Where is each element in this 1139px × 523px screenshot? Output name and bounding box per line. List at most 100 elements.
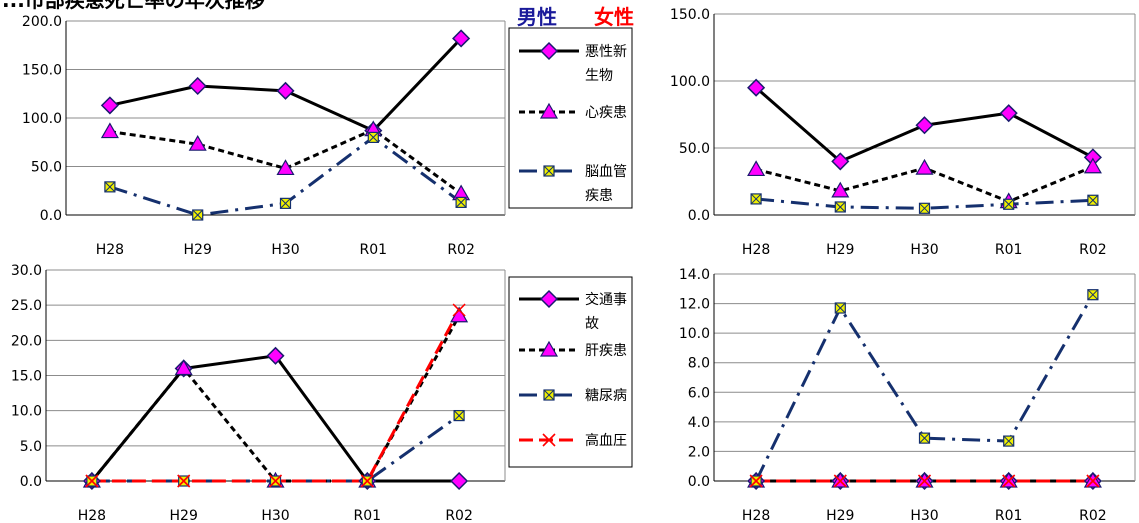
x-tick-label: H28 [78, 508, 106, 523]
y-tick-label: 100.0 [670, 74, 710, 90]
x-tick-label: H30 [271, 242, 299, 258]
data-point-s1 [1083, 157, 1102, 174]
data-point-s2 [750, 193, 762, 205]
series-line-1 [109, 128, 462, 195]
y-tick-label: 150.0 [670, 7, 710, 23]
x-tick-label: R01 [995, 242, 1023, 258]
data-point-s0 [452, 29, 471, 48]
legend-label: 脳血管 [585, 164, 627, 180]
y-tick-label: 50.0 [679, 141, 710, 157]
y-tick-label: 5.0 [20, 439, 42, 455]
chart-female-minor: 0.0 2.0 4.0 6.0 8.0 10.0 12.0 14.0 H28 H29 H30 R01 R… [679, 267, 1136, 523]
data-point-s2 [834, 302, 846, 314]
legend-label: 糖尿病 [585, 388, 627, 404]
legend-label: 肝疾患 [585, 343, 627, 359]
x-tick-label: R02 [1079, 242, 1107, 258]
y-tick-label: 4.0 [688, 415, 710, 431]
legend-label: 心疾患 [585, 105, 627, 121]
data-point-s0 [999, 104, 1018, 123]
x-tick-label: H29 [826, 242, 854, 258]
x-tick-label: R02 [445, 508, 473, 523]
data-point-s2 [918, 202, 931, 214]
data-point-s1 [747, 160, 766, 177]
data-point-s2 [1087, 289, 1099, 301]
x-tick-label: R01 [995, 508, 1023, 523]
y-tick-label: 15.0 [11, 369, 42, 385]
legend-label: 交通事 [585, 291, 627, 308]
data-point-s2 [1087, 194, 1099, 206]
legend-label: 高血圧 [585, 432, 627, 449]
data-point-s2 [192, 209, 204, 221]
data-point-s0 [747, 78, 766, 97]
y-tick-label: 25.0 [11, 298, 42, 314]
data-point-s3 [917, 474, 932, 488]
data-point-s0 [276, 81, 295, 100]
data-point-s0 [915, 116, 934, 135]
chart-male-minor: 0.0 5.0 10.0 15.0 20.0 25.0 30.0 H28 H29 H30 R01 R0… [11, 263, 506, 523]
data-point-s3 [833, 474, 847, 488]
series-line-2 [755, 197, 1093, 210]
y-tick-label: 100.0 [22, 111, 62, 127]
chart-female-major: 0.0 50.0 100.0 150.0 H28 H29 H30 R01 R02 [670, 7, 1136, 258]
data-point-s3 [1002, 474, 1016, 488]
legend-entry: 肝疾患 [519, 340, 627, 359]
y-tick-label: 8.0 [688, 356, 710, 372]
data-point-s3 [452, 303, 466, 317]
y-tick-label: 200.0 [22, 14, 62, 30]
legend-marker [543, 165, 555, 177]
legend-label: 故 [585, 316, 599, 332]
y-tick-label: 0.0 [688, 208, 710, 224]
data-point-s0 [831, 152, 850, 171]
legend-marker [539, 41, 559, 61]
series-line-2 [754, 293, 1095, 482]
data-point-s0 [188, 76, 207, 96]
page-title: ...市部疾患死亡率の年次推移 [2, 0, 265, 12]
legend-label: 疾患 [585, 188, 613, 204]
legend-marker [542, 433, 556, 447]
x-tick-label: H30 [910, 508, 938, 523]
male-label: 男性 [517, 5, 557, 29]
y-tick-label: 14.0 [679, 267, 710, 283]
legend-box [508, 27, 633, 209]
legend-marker [539, 102, 559, 119]
y-tick-label: 10.0 [679, 326, 710, 342]
legend-box [508, 276, 633, 468]
legend-label: 生物 [585, 68, 613, 84]
data-point-s0 [100, 96, 119, 115]
series-line-2 [91, 414, 460, 483]
data-point-s1 [174, 359, 193, 376]
series-line-0 [90, 354, 460, 483]
x-tick-label: H30 [261, 508, 289, 523]
legend-entry: 心疾患 [519, 102, 627, 121]
legend-marker [539, 340, 559, 357]
female-label: 女性 [594, 5, 634, 29]
data-point-s3 [360, 474, 374, 488]
legend-entry: 高血圧 [519, 432, 627, 449]
data-point-s1 [100, 122, 119, 139]
data-point-s0 [450, 471, 469, 491]
data-point-s2 [834, 201, 846, 213]
data-point-s3 [1086, 474, 1100, 488]
y-tick-label: 0.0 [40, 208, 62, 224]
data-point-s3 [85, 474, 99, 488]
x-tick-label: H30 [910, 242, 938, 258]
y-tick-label: 12.0 [679, 297, 710, 313]
x-tick-label: R02 [1079, 508, 1107, 523]
y-tick-label: 0.0 [20, 474, 42, 490]
x-tick-label: H28 [742, 242, 770, 258]
x-tick-label: H28 [96, 242, 124, 258]
data-point-s3 [749, 474, 763, 488]
legend-marker [539, 289, 559, 309]
y-tick-label: 30.0 [11, 263, 42, 279]
y-tick-label: 150.0 [22, 63, 62, 79]
data-point-s2 [1003, 435, 1015, 447]
data-point-s1 [188, 134, 207, 151]
data-point-s3 [177, 474, 191, 488]
y-tick-label: 2.0 [688, 444, 710, 460]
x-tick-label: R02 [447, 242, 475, 258]
